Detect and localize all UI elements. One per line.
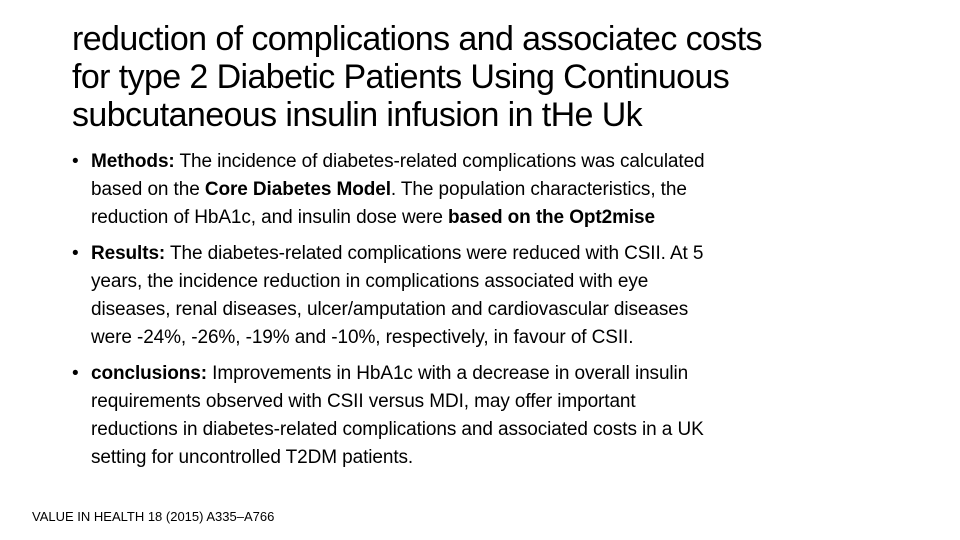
bullet-marker: •	[72, 363, 79, 384]
bullet-line: were -24%, -26%, -19% and -10%, respecti…	[91, 324, 892, 352]
body-text: A1c, and insulin dose were	[218, 207, 449, 228]
bullet-line: Methods: The incidence of diabetes-relat…	[91, 148, 892, 176]
body-text: Improvements in Hb	[206, 363, 381, 384]
bullet-line: conclusions: Improvements in HbA1c with …	[91, 360, 892, 388]
bullet-line: Results: The diabetes-related complicati…	[91, 240, 892, 268]
bullet-line: years, the incidence reduction in compli…	[91, 268, 892, 296]
bullet-line: reductions in diabetes-related complicat…	[91, 416, 892, 444]
body-text: based on the	[91, 179, 205, 200]
bold-text: based on the Opt2mise	[448, 207, 655, 228]
bullet-line: setting for uncontrolled T2DM patients.	[91, 444, 892, 472]
body-text: A1c with a decrease in overall insulin	[380, 363, 689, 384]
bold-text: Results:	[91, 243, 166, 264]
bullet-marker: •	[72, 151, 79, 172]
body-text: reductions in diabetes-related complicat…	[91, 419, 704, 440]
bullet-line: diseases, renal diseases, ulcer/amputati…	[91, 296, 892, 324]
body-text: setting for uncontrolled T2DM patients.	[91, 447, 414, 468]
body-text: reduction of Hb	[91, 207, 219, 228]
bullet-line: reduction of HbA1c, and insulin dose wer…	[91, 204, 892, 232]
bullet-methods: • Methods: The incidence of diabetes-rela…	[72, 148, 892, 232]
bullet-results: • Results: The diabetes-related complicat…	[72, 240, 892, 352]
body-text: . The population characteristics, the	[390, 179, 687, 200]
body-text: The diabetes-related complications were …	[165, 243, 704, 264]
citation-footer: VALUE IN HEALTH 18 (2015) A335–A766	[32, 509, 275, 524]
bullet-conclusions: • conclusions: Improvements in HbA1c with…	[72, 360, 892, 472]
bold-text: conclusions:	[91, 363, 207, 384]
bullet-marker: •	[72, 243, 79, 264]
body-text: years, the incidence reduction in compli…	[91, 271, 649, 292]
bullet-line: requirements observed with CSII versus M…	[91, 388, 892, 416]
body-text: The incidence of diabetes-related compli…	[174, 151, 705, 172]
slide-title: reduction of complications and associate…	[72, 20, 932, 134]
title-line-1: reduction of complications and associate…	[72, 20, 763, 58]
title-line-2: for type 2 Diabetic Patients Using Conti…	[72, 58, 730, 96]
body-text: diseases, renal diseases, ulcer/amputati…	[91, 299, 689, 320]
bold-text: Core Diabetes Model	[204, 179, 391, 200]
body-text: requirements observed with CSII versus M…	[91, 391, 636, 412]
title-line-3: subcutaneous insulin infusion in tHe Uk	[72, 96, 643, 134]
bold-text: Methods:	[91, 151, 175, 172]
bullet-line: based on the Core Diabetes Model. The po…	[91, 176, 892, 204]
bullet-list: • Methods: The incidence of diabetes-rela…	[72, 148, 892, 480]
body-text: were -24%, -26%, -19% and -10%, respecti…	[91, 327, 634, 348]
